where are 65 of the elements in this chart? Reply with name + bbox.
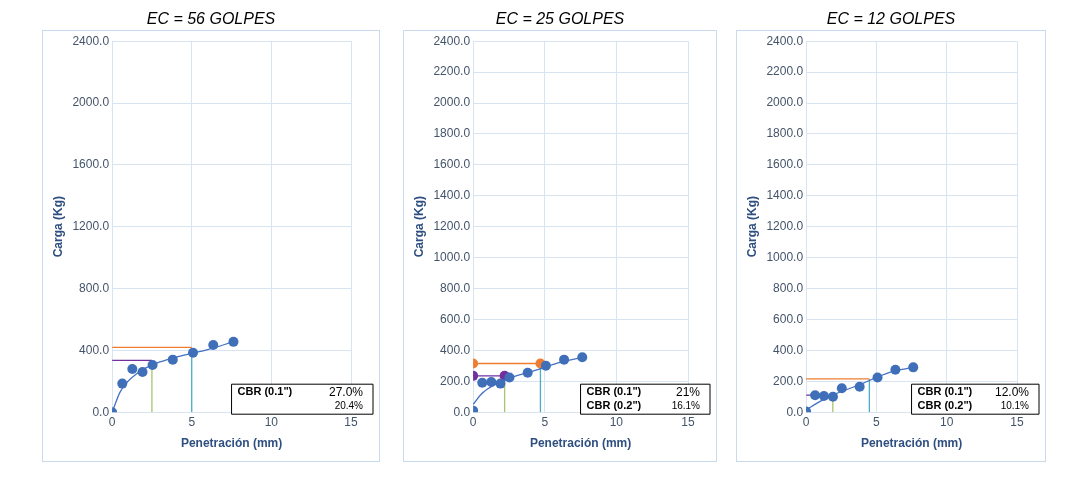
x-tick-label: 10 bbox=[609, 414, 624, 429]
y-tick-label: 2400.0 bbox=[766, 33, 804, 48]
x-tick-label: 0 bbox=[108, 414, 116, 429]
y-tick-label: 400.0 bbox=[79, 342, 110, 357]
annotation: 10.1% bbox=[1000, 399, 1030, 411]
y-tick-label: 1400.0 bbox=[766, 188, 804, 203]
y-tick-label: 1200.0 bbox=[766, 219, 804, 234]
y-tick-label: 2200.0 bbox=[766, 64, 804, 79]
y-tick-label: 1000.0 bbox=[433, 249, 471, 264]
y-tick-label: 2400.0 bbox=[433, 33, 471, 48]
x-tick-label: 10 bbox=[264, 414, 279, 429]
y-tick-label: 1200.0 bbox=[433, 219, 471, 234]
y-tick-label: 2400.0 bbox=[72, 33, 110, 48]
annotation: 12.0% bbox=[994, 384, 1030, 399]
y-tick-label: 0.0 bbox=[92, 404, 110, 419]
y-tick-label: 200.0 bbox=[773, 373, 804, 388]
y-axis-title: Carga (Kg) bbox=[744, 196, 759, 258]
x-tick-label: 15 bbox=[681, 414, 695, 429]
annotation: CBR (0.1") bbox=[237, 385, 293, 398]
x-tick-label: 5 bbox=[188, 414, 196, 429]
y-tick-label: 0.0 bbox=[786, 404, 804, 419]
y-axis-title: Carga (Kg) bbox=[50, 196, 65, 258]
x-tick-label: 10 bbox=[940, 414, 954, 429]
y-tick-label: 400.0 bbox=[440, 342, 471, 357]
x-axis-title: Penetración (mm) bbox=[860, 436, 963, 451]
chart-title: EC = 56 GOLPES bbox=[145, 9, 277, 29]
y-tick-label: 800.0 bbox=[440, 280, 471, 295]
y-tick-label: 600.0 bbox=[440, 311, 471, 326]
y-tick-label: 600.0 bbox=[773, 311, 804, 326]
y-tick-label: 200.0 bbox=[440, 373, 471, 388]
annotation: 20.4% bbox=[334, 399, 364, 411]
y-tick-label: 2000.0 bbox=[72, 95, 110, 110]
chart-title: EC = 25 GOLPES bbox=[494, 9, 626, 29]
annotation: CBR (0.1") bbox=[917, 385, 973, 398]
x-tick-label: 0 bbox=[469, 414, 477, 429]
x-tick-label: 15 bbox=[1010, 414, 1024, 429]
chart-title: EC = 12 GOLPES bbox=[825, 9, 957, 29]
x-axis-title: Penetración (mm) bbox=[529, 436, 632, 451]
annotation: CBR (0.2") bbox=[917, 399, 973, 412]
y-tick-label: 800.0 bbox=[773, 280, 804, 295]
y-tick-label: 0.0 bbox=[453, 404, 471, 419]
y-tick-label: 2000.0 bbox=[433, 95, 471, 110]
y-tick-label: 2000.0 bbox=[766, 95, 804, 110]
y-tick-label: 1800.0 bbox=[766, 126, 804, 141]
y-tick-label: 1400.0 bbox=[433, 188, 471, 203]
y-tick-label: 1200.0 bbox=[72, 219, 110, 234]
x-tick-label: 5 bbox=[541, 414, 549, 429]
y-tick-label: 2200.0 bbox=[433, 64, 471, 79]
annotation: 16.1% bbox=[671, 399, 701, 411]
y-tick-label: 400.0 bbox=[773, 342, 804, 357]
x-tick-label: 15 bbox=[344, 414, 358, 429]
y-tick-label: 1800.0 bbox=[433, 126, 471, 141]
annotation: CBR (0.2") bbox=[586, 399, 642, 412]
y-tick-label: 800.0 bbox=[79, 280, 110, 295]
x-tick-label: 0 bbox=[802, 414, 810, 429]
y-tick-label: 1600.0 bbox=[766, 157, 804, 172]
annotation: 21% bbox=[675, 384, 701, 399]
x-axis-title: Penetración (mm) bbox=[180, 436, 283, 451]
annotation: CBR (0.1") bbox=[586, 385, 642, 398]
annotation: 27.0% bbox=[328, 384, 364, 399]
y-tick-label: 1600.0 bbox=[433, 157, 471, 172]
y-tick-label: 1000.0 bbox=[766, 249, 804, 264]
y-tick-label: 1600.0 bbox=[72, 157, 110, 172]
x-tick-label: 5 bbox=[873, 414, 881, 429]
y-axis-title: Carga (Kg) bbox=[411, 196, 426, 258]
